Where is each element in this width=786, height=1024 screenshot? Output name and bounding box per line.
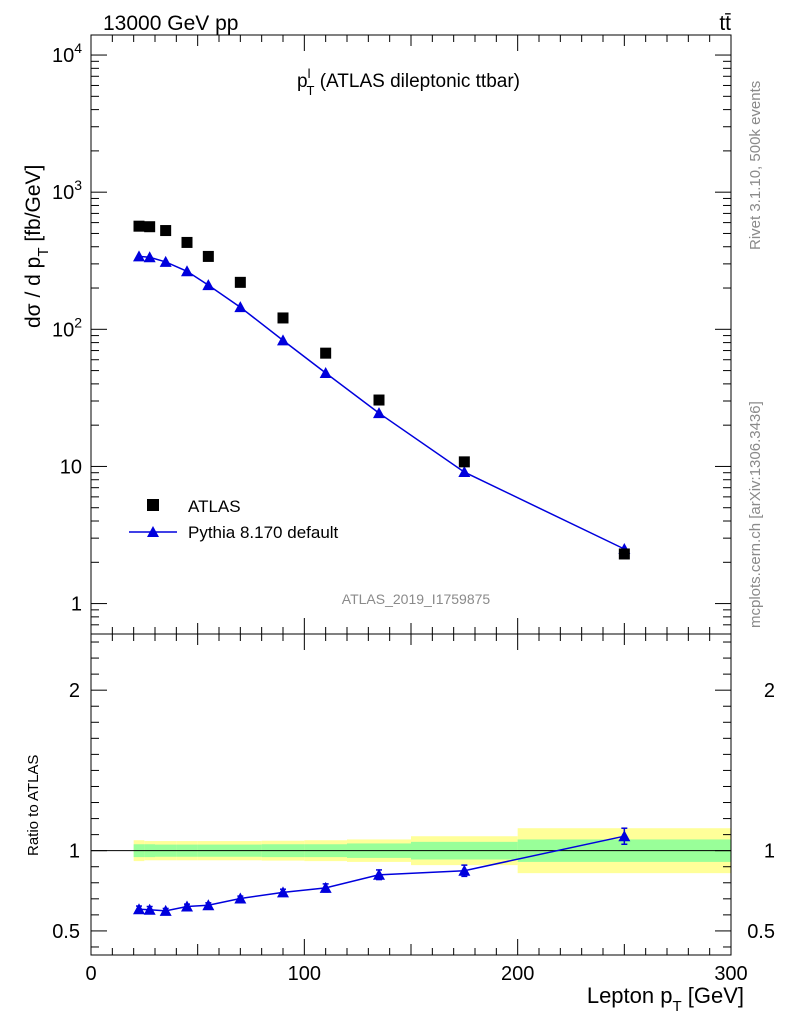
legend-atlas-marker xyxy=(147,499,159,511)
ratio-point xyxy=(143,903,156,915)
title-rest: (ATLAS dileptonic ttbar) xyxy=(314,71,520,92)
main-ylabel: dσ / d pT [fb/GeV] xyxy=(22,165,52,328)
ratio-point xyxy=(133,903,145,915)
title-main: p xyxy=(297,71,308,92)
x-tick-label-1: 100 xyxy=(288,963,321,985)
main-marks xyxy=(133,220,631,560)
atlas-point xyxy=(181,236,193,248)
pythia-point xyxy=(202,279,215,291)
header-left: 13000 GeV pp xyxy=(103,12,238,35)
main-ytick-base: 10 xyxy=(52,319,74,341)
ratio-point xyxy=(181,900,193,912)
legend: ATLAS Pythia 8.170 default xyxy=(129,497,339,542)
x-tick-label-0: 0 xyxy=(85,963,96,985)
atlas-point xyxy=(373,394,385,406)
x-tick-label-2: 200 xyxy=(501,963,534,985)
ylabel-sub: T xyxy=(35,247,52,256)
ratio-point xyxy=(202,899,215,911)
watermark: ATLAS_2019_I1759875 xyxy=(342,591,491,607)
ylabel-rest: [fb/GeV] xyxy=(22,165,45,248)
main-ytick-base: 10 xyxy=(52,45,74,67)
ylabel-main: dσ / d p xyxy=(22,257,45,328)
xlabel-main: Lepton p xyxy=(587,983,673,1008)
ratio-marks xyxy=(133,827,631,916)
pythia-point xyxy=(319,367,332,379)
pythia-point xyxy=(234,301,247,313)
atlas-point xyxy=(160,225,172,237)
pythia-point xyxy=(458,466,471,478)
ratio-point xyxy=(234,892,247,904)
ratio-ytick-label-left-1: 1 xyxy=(69,841,80,863)
x-tick-label-3: 300 xyxy=(714,963,747,985)
atlas-point xyxy=(618,548,630,560)
rivet-label: Rivet 3.1.10, 500k events xyxy=(747,81,764,250)
atlas-point xyxy=(133,220,145,232)
legend-pythia-label: Pythia 8.170 default xyxy=(188,523,339,542)
mcplots-label: mcplots.cern.ch [arXiv:1306.3436] xyxy=(747,401,764,628)
pythia-point xyxy=(181,265,193,277)
legend-atlas-label: ATLAS xyxy=(188,497,241,516)
ratio-ytick-label-left-0: 0.5 xyxy=(52,921,80,943)
main-ytick-label-4: 104 xyxy=(52,40,82,67)
ratio-point xyxy=(618,830,631,842)
pythia-point xyxy=(159,255,172,267)
xlabel-rest: [GeV] xyxy=(682,983,744,1008)
atlas-point xyxy=(144,221,156,233)
ratio-ytick-label-left-2: 2 xyxy=(69,680,80,702)
main-ytick-label-1: 10 xyxy=(60,456,82,478)
ratio-ylabel: Ratio to ATLAS xyxy=(25,755,42,856)
main-frame xyxy=(90,34,732,635)
atlas-point xyxy=(277,312,289,324)
main-ytick-label-3: 103 xyxy=(52,177,82,204)
pythia-point xyxy=(277,334,289,346)
pythia-point xyxy=(133,250,145,262)
ratio-point xyxy=(373,868,385,880)
main-ytick-exp: 4 xyxy=(74,40,82,56)
ratio-ytick-label-right-2: 2 xyxy=(764,680,775,702)
atlas-point xyxy=(458,456,470,468)
atlas-point xyxy=(202,250,214,262)
ratio-ytick-label-right-0: 0.5 xyxy=(747,921,775,943)
xlabel-sub: T xyxy=(672,998,681,1015)
atlas-point xyxy=(234,276,246,288)
title-sub: T xyxy=(306,83,314,98)
x-axis-label: Lepton pT [GeV] xyxy=(587,983,744,1015)
main-ytick-exp: 3 xyxy=(74,177,82,193)
ratio-point xyxy=(458,864,471,876)
ratio-point xyxy=(319,881,332,893)
ratio-point xyxy=(159,904,172,916)
pythia-point xyxy=(373,407,385,419)
header-right: tt̄ xyxy=(719,12,731,35)
pythia-point xyxy=(143,251,156,263)
atlas-point xyxy=(320,347,332,359)
ratio-point xyxy=(277,886,289,898)
legend-pythia-marker xyxy=(147,526,159,537)
ratio-axes: 0 100 200 3000.5 0.51 12 2 xyxy=(52,633,775,985)
main-ytick-exp: 2 xyxy=(74,314,82,330)
main-ytick-label-0: 1 xyxy=(71,594,82,616)
main-ytick-base: 10 xyxy=(52,182,74,204)
ratio-ytick-label-right-1: 1 xyxy=(764,841,775,863)
main-ytick-label-2: 102 xyxy=(52,314,82,341)
title-sup: l xyxy=(308,66,311,81)
main-title: pl T (ATLAS dileptonic ttbar) xyxy=(297,66,520,98)
